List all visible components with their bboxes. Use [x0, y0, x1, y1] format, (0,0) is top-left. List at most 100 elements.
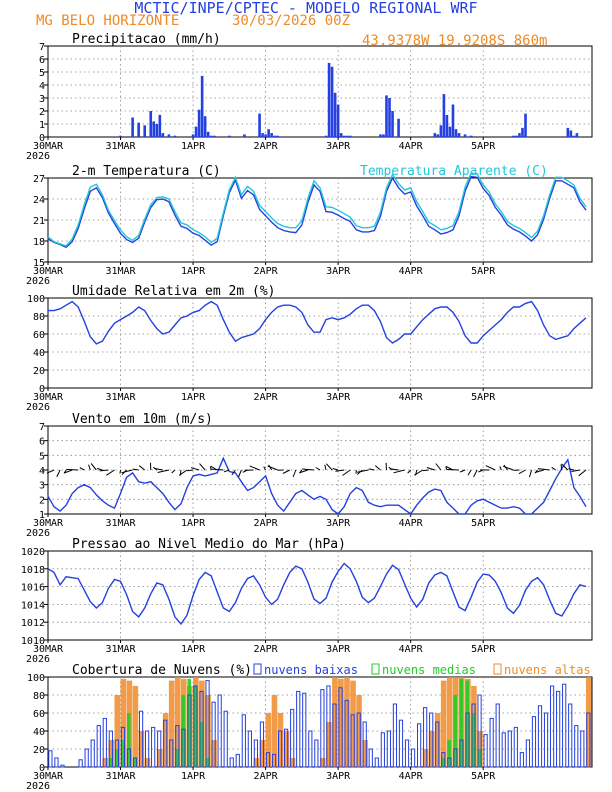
wind-vector — [263, 466, 267, 471]
x-tick-label: 31MAR — [105, 392, 136, 403]
cloud-high-bar — [356, 695, 362, 767]
cloud-mid-bar — [477, 749, 482, 767]
precip-bar — [572, 135, 576, 137]
precip-bar — [454, 129, 458, 137]
precip-bar — [267, 129, 270, 137]
wind-vector — [393, 469, 405, 474]
cloud-high-bar — [168, 680, 175, 767]
cloud-low-bar — [90, 739, 95, 768]
legend-swatch — [371, 663, 380, 675]
cloud-high-bar — [259, 740, 266, 767]
wind-vector — [64, 469, 73, 474]
cloud-low-bar — [78, 759, 83, 768]
wind-vector — [537, 468, 550, 471]
y-tick-label: 0 — [39, 763, 45, 774]
cloud-low-bar — [392, 703, 398, 768]
cloud-mid-bar — [114, 749, 119, 767]
x-tick-label: 3APR — [326, 392, 351, 403]
wind-vector — [238, 469, 242, 478]
precip-bar — [457, 133, 461, 137]
x-tick-label: 5APR — [471, 266, 496, 277]
precip-bar — [342, 135, 346, 137]
wind-vector — [568, 468, 574, 471]
cloud-high-bar — [320, 758, 326, 767]
cloud-low-bar — [308, 730, 313, 768]
cloud-low-bar — [368, 748, 373, 768]
precip-bar — [167, 134, 171, 137]
y-tick-label: 6 — [39, 437, 45, 448]
apparent-temp-line — [47, 172, 587, 247]
panel-title: Pressao ao Nivel Medio do Mar (hPa) — [72, 537, 346, 552]
wind-vector — [499, 466, 502, 471]
precip-bar — [336, 104, 340, 137]
cloud-low-bar — [157, 730, 162, 768]
wind-vector — [46, 469, 55, 474]
precip-bar — [203, 116, 207, 137]
cloud-low-bar — [501, 732, 506, 768]
y-tick-label: 6 — [39, 55, 45, 66]
wind-vector — [356, 469, 369, 473]
y-tick-label: 1012 — [21, 618, 45, 629]
cloud-low-bar — [296, 690, 301, 768]
cloud-low-bar — [356, 712, 361, 768]
cloud-low-bar — [169, 739, 174, 768]
cloud-low-bar — [277, 730, 283, 768]
cloud-mid-bar — [199, 722, 204, 767]
x-tick-label: 1APR — [181, 266, 206, 277]
cloud-low-bar — [326, 685, 331, 768]
y-tick-label: 20 — [33, 745, 45, 756]
x-tick-label: 2APR — [254, 141, 279, 152]
precip-bar — [518, 133, 521, 137]
cloud-low-bar — [519, 752, 524, 768]
precip-bar — [158, 114, 162, 137]
cloud-high-bar — [585, 677, 592, 767]
wind-vector — [535, 469, 544, 473]
precip-bar — [385, 95, 388, 137]
cloud-low-bar — [525, 739, 531, 768]
cloud-low-bar — [120, 726, 126, 768]
cloud-low-bar — [193, 685, 198, 768]
wind-vector — [332, 468, 339, 471]
cloud-high-bar — [138, 731, 145, 767]
cloud-low-bar — [380, 732, 385, 768]
x-tick-label: 30MAR — [33, 518, 64, 529]
cloud-low-bar — [531, 716, 537, 768]
precip-bar — [348, 135, 352, 137]
y-tick-label: 80 — [33, 312, 45, 323]
precip-bar — [515, 135, 518, 137]
wind-vector — [88, 464, 91, 471]
y-tick-label: 100 — [27, 673, 45, 684]
precip-bar — [270, 133, 273, 137]
wind-vector — [374, 465, 381, 471]
y-tick-label: 4 — [39, 466, 45, 477]
x-tick-label: 3APR — [326, 518, 351, 529]
y-tick-label: 20 — [33, 366, 45, 377]
precip-bar — [261, 133, 264, 137]
cloud-low-bar — [132, 757, 138, 768]
precip-bar — [379, 134, 382, 137]
x-tick-label: 30MAR — [33, 644, 64, 655]
wind-vector — [187, 469, 194, 472]
cloud-low-bar — [477, 694, 482, 768]
precip-bar — [388, 98, 391, 137]
y-tick-label: 2 — [39, 495, 45, 506]
precip-bar — [451, 104, 455, 137]
x-tick-label: 30MAR — [33, 266, 64, 277]
wind-vector — [79, 467, 85, 471]
wind-vector — [534, 469, 538, 474]
wind-vector — [99, 469, 109, 472]
x-tick-label: 31MAR — [105, 141, 136, 152]
wind-vector — [298, 469, 303, 474]
wind-vector — [414, 469, 424, 476]
cloud-mid-bar — [126, 713, 131, 767]
wind-vector — [190, 467, 200, 471]
main-title: MCTIC/INPE/CPTEC - MODELO REGIONAL WRF — [134, 0, 477, 17]
y-tick-label: 7 — [39, 42, 45, 53]
cloud-low-bar — [259, 721, 265, 768]
wind-vector — [561, 463, 569, 471]
cloud-high-bar — [422, 749, 429, 767]
wind-vector — [368, 468, 375, 471]
cloud-low-bar — [187, 694, 192, 768]
cloud-high-bar — [102, 758, 108, 767]
panel-title: Umidade Relativa em 2m (%) — [72, 284, 276, 299]
